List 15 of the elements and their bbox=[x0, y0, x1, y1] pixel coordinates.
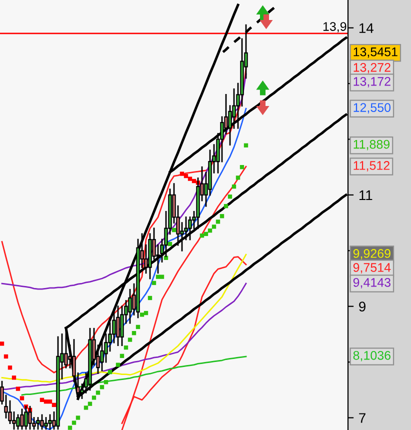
text: 11,512 bbox=[354, 161, 390, 172]
text: 9,7514 bbox=[353, 263, 391, 274]
text: 13,5451 bbox=[354, 47, 398, 58]
ref-line-label: 13,9 bbox=[323, 22, 346, 32]
text: 12,550 bbox=[354, 103, 391, 114]
y-tick-label: 11 bbox=[359, 190, 372, 200]
y-tick-label: 14 bbox=[359, 23, 374, 33]
y-tick-label: 7 bbox=[359, 413, 366, 423]
y-tick-label: 9 bbox=[359, 302, 366, 312]
text: 11,889 bbox=[354, 140, 390, 150]
text: 9,4143 bbox=[353, 278, 390, 288]
text: 13,172 bbox=[354, 77, 390, 88]
text: 8,1036 bbox=[353, 350, 390, 362]
text: 9,9269 bbox=[353, 249, 390, 260]
text: 13,272 bbox=[354, 63, 390, 74]
